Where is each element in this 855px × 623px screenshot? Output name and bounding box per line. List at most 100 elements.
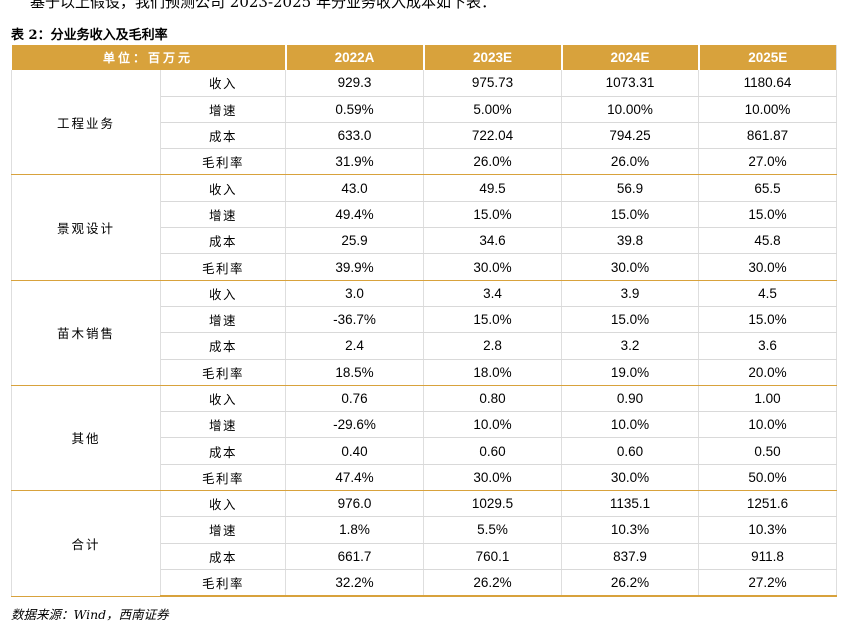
table-row: 增速 -29.6% 10.0% 10.0% 10.0% [12,411,838,439]
metric-label: 收入 [159,385,287,413]
table-row: 毛利率 31.9% 26.0% 26.0% 27.0% [12,148,838,176]
value-cell: 10.0% [698,411,838,439]
value-cell: 18.0% [423,359,563,386]
value-cell: 1.8% [285,516,425,544]
year-header: 2025E [697,45,838,71]
value-cell: 26.0% [561,148,700,176]
metric-label: 增速 [159,201,287,229]
value-cell: 1029.5 [423,490,563,518]
value-cell: 30.0% [561,464,700,492]
value-cell: 39.9% [285,253,425,281]
table-header-row: 单位：百万元 2022A 2023E 2024E 2025E [11,45,838,71]
value-cell: 633.0 [285,122,425,150]
table-row: 成本 661.7 760.1 837.9 911.8 [12,543,838,570]
table-row: 成本 25.9 34.6 39.8 45.8 [12,227,838,255]
value-cell: 0.50 [698,437,838,465]
value-cell: 56.9 [561,174,700,202]
value-cell: 837.9 [561,543,700,570]
value-cell: 15.0% [698,201,838,229]
metric-label: 毛利率 [159,253,287,281]
metric-label: 增速 [159,96,287,123]
value-cell: 1073.31 [561,70,700,97]
value-cell: 1135.1 [561,490,700,518]
value-cell: 31.9% [285,148,425,176]
table-title: 表 2：分业务收入及毛利率 [11,28,168,43]
segment-name: 其他 [11,385,161,492]
value-cell: 5.00% [423,96,563,123]
table-row: 成本 0.40 0.60 0.60 0.50 [12,437,838,465]
value-cell: 10.0% [423,411,563,439]
source-note: 数据来源：Wind，西南证券 [11,607,169,622]
value-cell: 5.5% [423,516,563,544]
value-cell: 30.0% [561,253,700,281]
metric-label: 成本 [159,122,287,150]
value-cell: 20.0% [698,359,838,386]
table-row: 景观设计 收入 43.0 49.5 56.9 65.5 [11,174,838,281]
metric-label: 毛利率 [159,464,287,492]
value-cell: 911.8 [698,543,838,570]
value-cell: 1251.6 [698,490,838,518]
value-cell: 10.3% [698,516,838,544]
value-cell: 26.2% [561,569,700,598]
value-cell: 10.3% [561,516,700,544]
value-cell: 25.9 [285,227,425,255]
value-cell: 1180.64 [698,70,838,97]
metric-label: 收入 [159,490,287,518]
value-cell: 760.1 [423,543,563,570]
value-cell: -29.6% [285,411,425,439]
value-cell: 722.04 [423,122,563,150]
value-cell: 19.0% [561,359,700,386]
table-row: 成本 2.4 2.8 3.2 3.6 [12,332,838,360]
value-cell: 15.0% [561,201,700,229]
unit-header: 单位：百万元 [11,45,287,71]
value-cell: 0.40 [285,437,425,465]
metric-label: 毛利率 [159,359,287,386]
value-cell: 30.0% [698,253,838,281]
metric-label: 毛利率 [159,569,287,598]
value-cell: 50.0% [698,464,838,492]
value-cell: 15.0% [698,306,838,334]
value-cell: 10.00% [698,96,838,123]
value-cell: 4.5 [698,280,838,307]
value-cell: 3.2 [561,332,700,360]
value-cell: 45.8 [698,227,838,255]
value-cell: 43.0 [285,174,425,202]
metric-label: 增速 [159,411,287,439]
value-cell: 0.59% [285,96,425,123]
value-cell: 0.60 [423,437,563,465]
value-cell: 34.6 [423,227,563,255]
value-cell: 3.0 [285,280,425,307]
value-cell: 30.0% [423,253,563,281]
table-body: 工程业务 收入 929.3 975.73 1073.31 1180.64 增速 0.59% 5.… [11,70,838,598]
value-cell: 27.2% [698,569,838,598]
segment-name: 工程业务 [11,70,161,176]
value-cell: 10.00% [561,96,700,123]
value-cell: 15.0% [561,306,700,334]
value-cell: 3.4 [423,280,563,307]
metric-label: 成本 [159,332,287,360]
value-cell: 27.0% [698,148,838,176]
value-cell: 794.25 [561,122,700,150]
table-row: 成本 633.0 722.04 794.25 861.87 [12,122,838,150]
table-row: 毛利率 32.2% 26.2% 26.2% 27.2% [12,569,838,598]
segment-name: 苗木销售 [11,280,161,386]
value-cell: 32.2% [285,569,425,598]
year-header: 2022A [284,45,425,71]
value-cell: 10.0% [561,411,700,439]
year-header: 2024E [560,45,700,71]
metric-label: 收入 [159,70,287,97]
value-cell: 975.73 [423,70,563,97]
intro-text: 基于以上假设，我们预测公司 2023-2025 年分业务收入成本如下表： [30,0,496,11]
metric-label: 增速 [159,306,287,334]
segment-name: 景观设计 [11,174,161,281]
table-row: 增速 1.8% 5.5% 10.3% 10.3% [12,516,838,544]
value-cell: 30.0% [423,464,563,492]
value-cell: 15.0% [423,306,563,334]
value-cell: 26.0% [423,148,563,176]
value-cell: 2.8 [423,332,563,360]
table-row: 苗木销售 收入 3.0 3.4 3.9 4.5 [11,280,838,386]
value-cell: 0.76 [285,385,425,413]
table-row: 其他 收入 0.76 0.80 0.90 1.00 [11,385,838,492]
value-cell: 661.7 [285,543,425,570]
value-cell: 861.87 [698,122,838,150]
